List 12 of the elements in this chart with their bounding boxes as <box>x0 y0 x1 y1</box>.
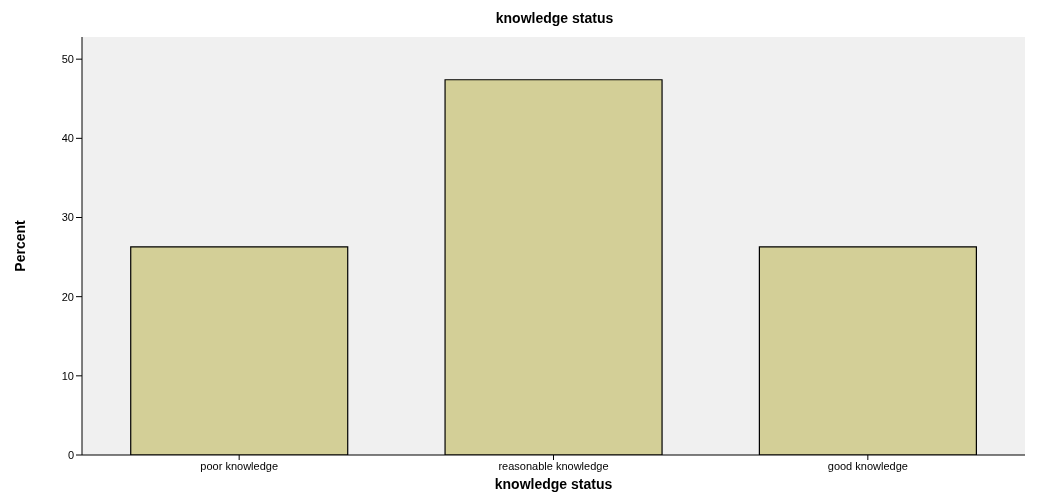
chart-title: knowledge status <box>494 10 615 26</box>
y-tick-label: 40 <box>61 132 74 145</box>
x-tick-label: reasonable knowledge <box>498 459 609 472</box>
x-tick-label: poor knowledge <box>200 459 278 472</box>
x-axis-title: knowledge status <box>494 476 613 492</box>
y-tick-label: 50 <box>61 53 74 66</box>
y-tick-label: 10 <box>61 369 74 382</box>
x-tick-label: good knowledge <box>827 459 908 472</box>
y-tick-label: 30 <box>61 211 74 224</box>
y-axis-title: Percent <box>11 219 28 272</box>
y-tick-label: 20 <box>61 290 74 303</box>
y-tick-label: 0 <box>67 448 74 461</box>
